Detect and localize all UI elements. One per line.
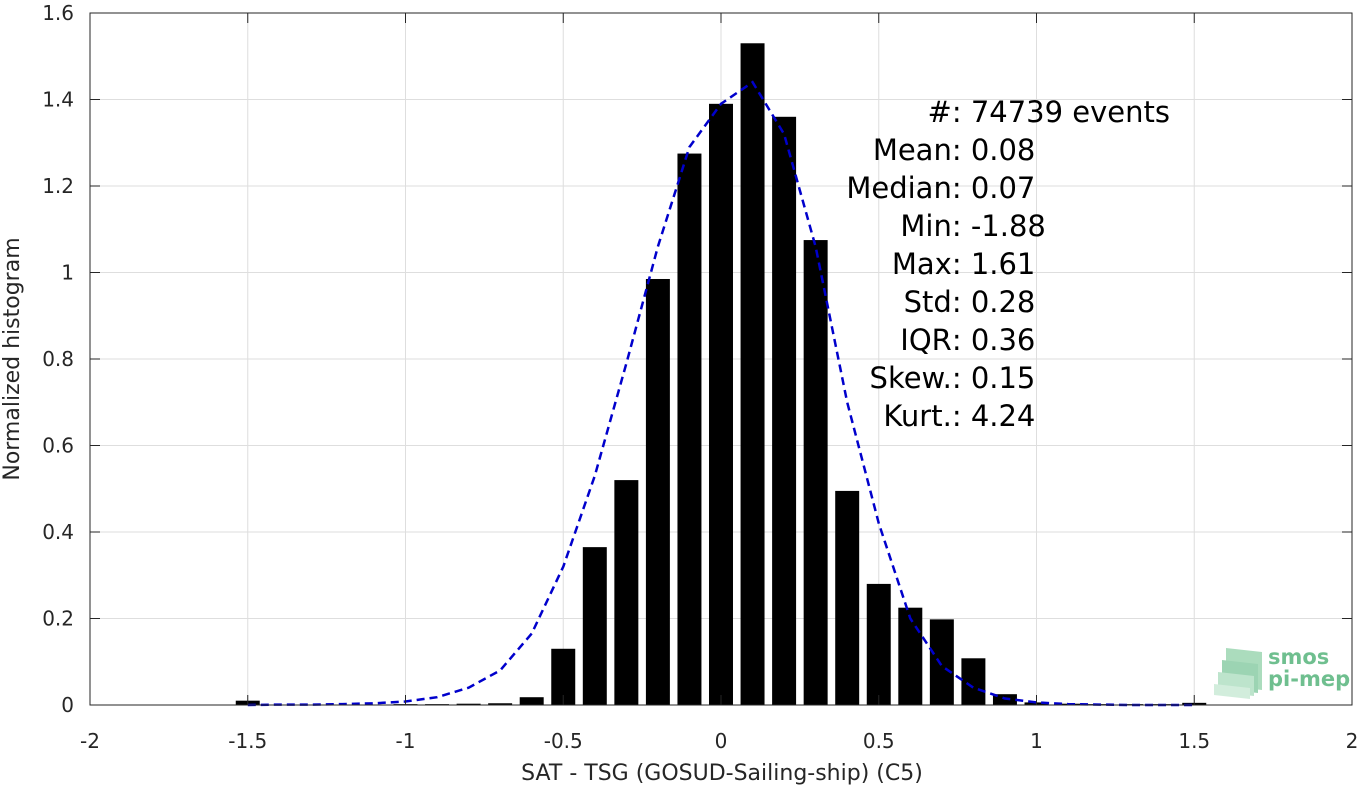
y-tick-label-0: 0 [61,693,74,717]
histogram-bar-13 [645,278,670,705]
stat-row-min: Min : -1.88 [900,209,1046,243]
y-tick-label-1: 0.2 [42,607,74,631]
logo-text-line2: pi-mep [1268,667,1350,691]
y-tick-label-6: 1.2 [42,174,74,198]
y-tick-label-5: 1 [61,261,74,285]
stat-value-count: : 74739 events [952,95,1170,129]
stat-value-skew: : 0.15 [952,361,1036,395]
x-tick-label-8: 2 [1346,729,1359,753]
stat-value-mean: : 0.08 [952,133,1036,167]
stat-label-count: # [928,95,952,129]
x-tick-label-5: 0.5 [863,729,895,753]
stat-row-kurt: Kurt. : 4.24 [883,399,1035,433]
histogram-bar-19 [835,490,860,705]
x-tick-label-7: 1.5 [1178,729,1210,753]
histogram-bar-15 [709,103,733,705]
x-tick-labels: -2 -1.5 -1 -0.5 0 0.5 1 1.5 2 [80,729,1358,753]
histogram-bar-23 [961,658,986,705]
histogram-bar-17 [772,116,797,706]
x-tick-label-1: -1.5 [228,729,267,753]
stat-row-mean: Mean : 0.08 [873,133,1036,167]
stat-label-kurt: Kurt. [883,399,951,433]
x-tick-label-4: 0 [715,729,728,753]
stat-value-median: : 0.07 [952,171,1036,205]
stat-row-std: Std : 0.28 [904,285,1036,319]
smos-pi-mep-logo: smos pi-mep [1214,645,1350,699]
histogram-bar-12 [614,480,639,705]
histogram-bar-7 [456,703,481,705]
stat-row-count: # : 74739 events [928,95,1170,129]
histogram-bar-9 [519,697,544,705]
y-tick-label-3: 0.6 [42,434,74,458]
x-tick-label-2: -1 [396,729,416,753]
histogram-bar-10 [551,648,576,705]
x-tick-label-0: -2 [80,729,100,753]
histogram-bar-8 [488,703,513,705]
histogram-bar-22 [929,619,954,705]
stat-row-skew: Skew. : 0.15 [870,361,1036,395]
stat-value-kurt: : 4.24 [952,399,1036,433]
stat-label-skew: Skew. [870,361,952,395]
y-tick-label-2: 0.4 [42,520,74,544]
x-tick-label-6: 1 [1030,729,1043,753]
axes-frame [89,12,1353,706]
y-tick-label-7: 1.4 [42,88,74,112]
stat-label-median: Median [846,171,951,205]
histogram-bar-14 [677,153,702,705]
histogram-bar-21 [898,607,923,705]
x-axis-label: SAT - TSG (GOSUD-Sailing-ship) (C5) [521,761,923,786]
histogram-bar-20 [866,583,891,705]
stat-row-iqr: IQR : 0.36 [900,323,1035,357]
stat-label-min: Min [900,209,951,243]
stat-label-mean: Mean [873,133,952,167]
histogram-bars [235,43,1207,706]
y-tick-label-4: 0.8 [42,347,74,371]
stat-value-min: : -1.88 [952,209,1046,243]
stat-value-max: : 1.61 [952,247,1036,281]
stat-value-iqr: : 0.36 [952,323,1036,357]
logo-waves-icon [1214,648,1262,699]
stat-label-iqr: IQR [900,323,952,357]
stat-label-max: Max [892,247,952,281]
stat-row-max: Max : 1.61 [892,247,1036,281]
stat-row-median: Median : 0.07 [846,171,1035,205]
y-tick-label-8: 1.6 [42,1,74,25]
histogram-bar-18 [803,240,828,705]
logo-text-line1: smos [1268,645,1329,669]
y-tick-labels: 0 0.2 0.4 0.6 0.8 1 1.2 1.4 1.6 [42,1,74,717]
x-tick-label-3: -0.5 [544,729,583,753]
stat-label-std: Std [904,285,952,319]
histogram-bar-11 [582,547,607,705]
y-axis-label: Normalized histogram [0,237,25,480]
stat-value-std: : 0.28 [952,285,1036,319]
histogram-bar-16 [740,43,765,705]
